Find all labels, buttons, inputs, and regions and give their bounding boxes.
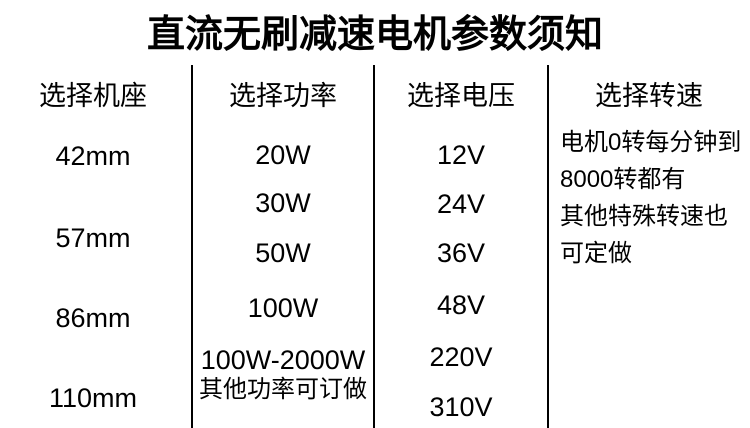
power-option-100w: 100W bbox=[247, 293, 319, 323]
column-divider-1 bbox=[191, 65, 193, 428]
voltage-option-24v: 24V bbox=[436, 189, 486, 219]
speed-column-header: 选择转速 bbox=[595, 81, 703, 111]
frame-option-57mm: 57mm bbox=[55, 223, 131, 253]
page-title: 直流无刷减速电机参数须知 bbox=[146, 14, 603, 56]
speed-note-line-4: 可定做 bbox=[560, 240, 632, 267]
voltage-column-header: 选择电压 bbox=[407, 81, 515, 111]
frame-option-86mm: 86mm bbox=[55, 303, 131, 333]
speed-note-line-2: 8000转都有 bbox=[560, 166, 686, 193]
voltage-option-220v: 220V bbox=[429, 342, 493, 372]
speed-note-line-3: 其他特殊转速也 bbox=[560, 203, 728, 230]
column-divider-3 bbox=[547, 65, 549, 428]
column-divider-2 bbox=[373, 65, 375, 428]
frame-option-42mm: 42mm bbox=[55, 141, 131, 171]
power-option-30w: 30W bbox=[255, 188, 311, 218]
frame-column-header: 选择机座 bbox=[39, 81, 147, 111]
speed-note-line-1: 电机0转每分钟到 bbox=[560, 129, 742, 156]
power-option-50w: 50W bbox=[255, 238, 311, 268]
power-column-header: 选择功率 bbox=[229, 81, 337, 111]
voltage-option-48v: 48V bbox=[436, 290, 486, 320]
frame-option-110mm: 110mm bbox=[48, 383, 138, 413]
voltage-option-36v: 36V bbox=[436, 238, 486, 268]
voltage-option-12v: 12V bbox=[436, 140, 486, 170]
speed-note: 电机0转每分钟到 8000转都有 其他特殊转速也 可定做 bbox=[560, 124, 750, 272]
power-option-20w: 20W bbox=[255, 140, 311, 170]
power-custom-note: 其他功率可订做 bbox=[199, 376, 367, 403]
voltage-option-310v: 310V bbox=[429, 392, 493, 422]
power-option-range: 100W-2000W bbox=[200, 345, 366, 375]
